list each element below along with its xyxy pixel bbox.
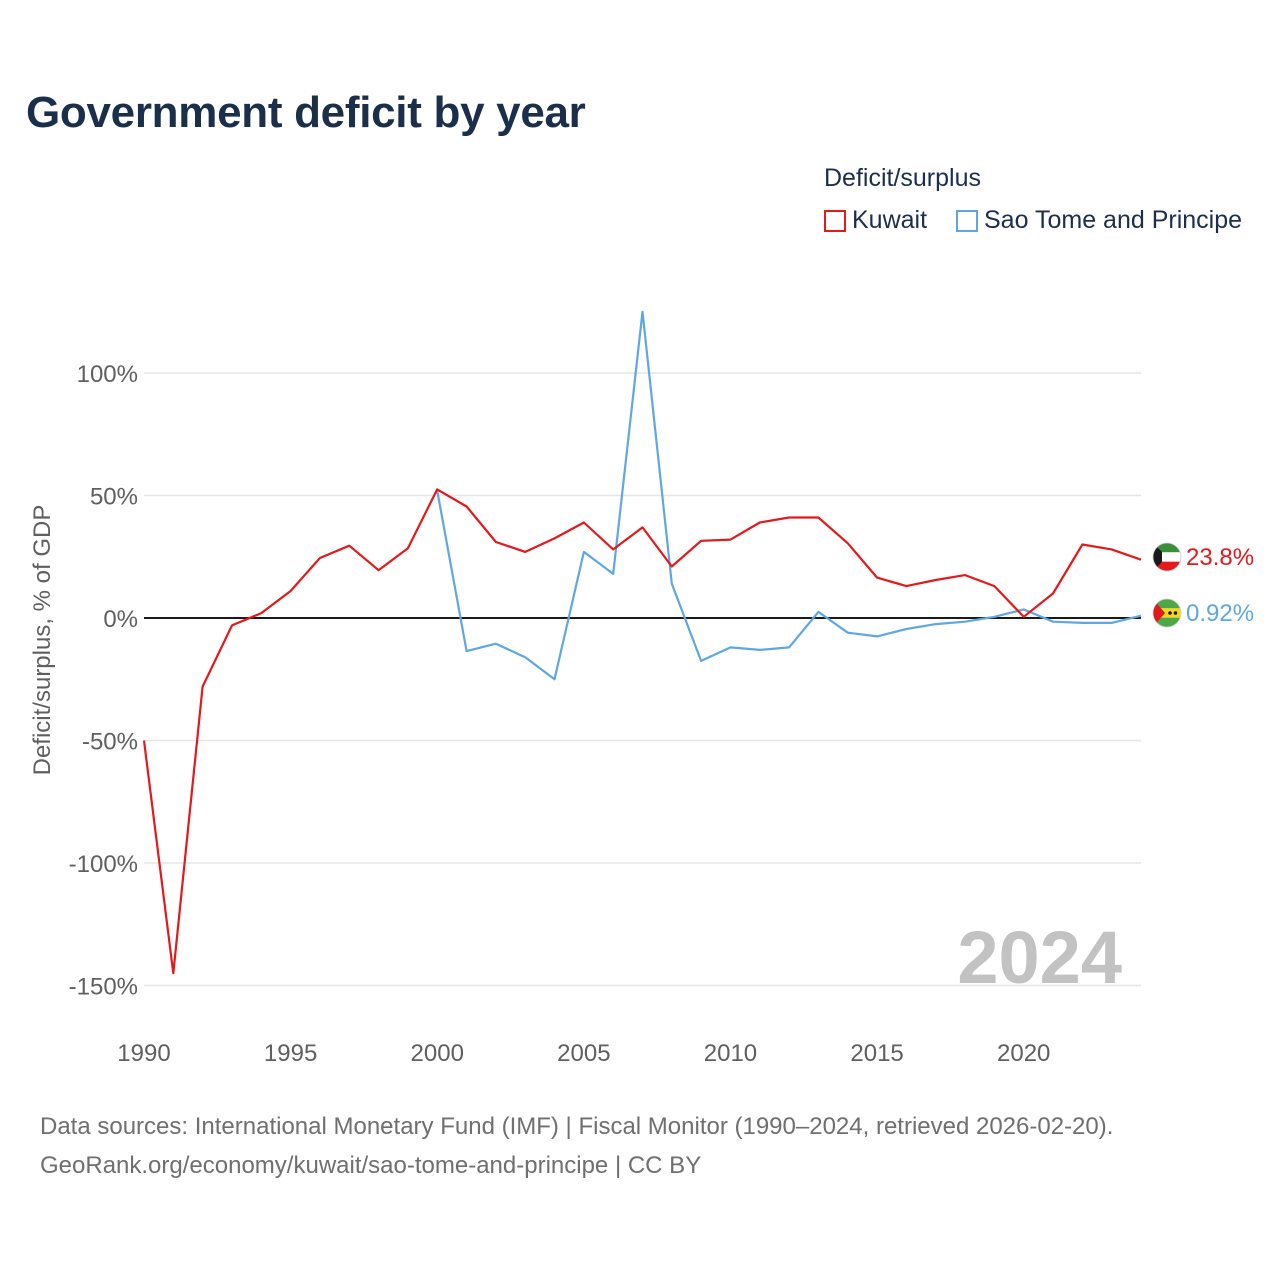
gridlines: [144, 372, 1141, 987]
data-sources: Data sources: International Monetary Fun…: [40, 1107, 1113, 1185]
sources-line-2[interactable]: GeoRank.org/economy/kuwait/sao-tome-and-…: [40, 1152, 702, 1179]
x-tick-label: 2000: [411, 1040, 464, 1067]
x-tick-label: 1990: [117, 1040, 170, 1067]
legend-title: Deficit/surplus: [824, 164, 981, 192]
end-label-sao-tome: 0.92%: [1186, 600, 1254, 627]
y-tick-label: 0%: [103, 606, 138, 633]
end-label-kuwait: 23.8%: [1186, 544, 1254, 571]
legend-label-kuwait: Kuwait: [852, 206, 928, 234]
series-line-kuwait[interactable]: [142, 488, 1142, 975]
y-tick-labels: 100% 50% 0% -50% -100% -150%: [69, 361, 138, 1001]
x-tick-label: 2015: [850, 1040, 903, 1067]
legend-label-sao-tome: Sao Tome and Principe: [984, 206, 1243, 234]
end-markers: 23.8% 0.92%: [1152, 542, 1254, 628]
y-tick-label: -150%: [69, 974, 138, 1001]
legend-swatch-sao-tome: [956, 209, 978, 232]
y-tick-label: 50%: [90, 484, 138, 511]
x-tick-label: 2010: [704, 1040, 757, 1067]
sao-tome-flag-icon: [1153, 599, 1181, 627]
year-watermark: 2024: [957, 916, 1122, 999]
legend-swatch-kuwait: [824, 209, 846, 232]
sources-line-1: Data sources: International Monetary Fun…: [40, 1113, 1114, 1140]
y-axis-label: Deficit/surplus, % of GDP: [29, 505, 56, 776]
legend-item-kuwait[interactable]: Kuwait: [824, 206, 927, 235]
chart-title: Government deficit by year: [26, 88, 586, 137]
y-tick-label: 100%: [77, 361, 138, 388]
x-tick-label: 2020: [997, 1040, 1050, 1067]
y-tick-label: -50%: [82, 729, 138, 756]
chart-area: 100% 50% 0% -50% -100% -150% 1990 1995 2000 2005…: [29, 310, 1254, 1067]
legend-item-sao-tome[interactable]: Sao Tome and Principe: [956, 206, 1242, 235]
x-tick-labels: 1990 1995 2000 2005 2010 2015 2020: [117, 1040, 1050, 1067]
x-tick-label: 1995: [264, 1040, 317, 1067]
x-tick-label: 2005: [557, 1040, 610, 1067]
y-tick-label: -100%: [69, 851, 138, 878]
series-lines: [142, 310, 1142, 975]
series-line-sao-tome[interactable]: [436, 310, 1142, 681]
